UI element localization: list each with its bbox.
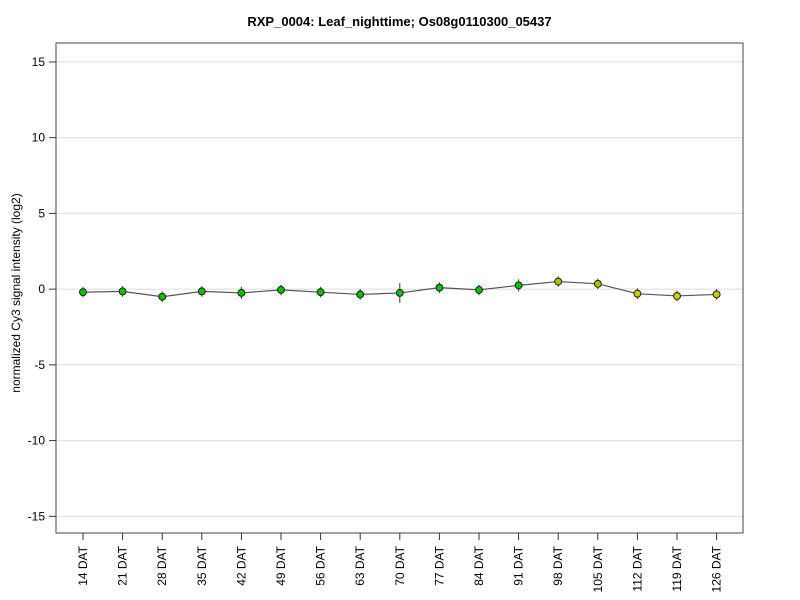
data-point: [712, 290, 721, 299]
data-point: [514, 281, 523, 290]
x-tick-label: 21 DAT: [116, 545, 130, 585]
x-tick-label: 126 DAT: [710, 545, 724, 592]
data-point: [118, 287, 127, 296]
x-tick-label: 14 DAT: [76, 545, 90, 585]
x-tick-label: 63 DAT: [353, 545, 367, 585]
y-tick-label: 10: [32, 131, 46, 145]
y-tick-label: 0: [38, 282, 45, 296]
data-point: [475, 285, 483, 294]
x-tick-label: 91 DAT: [512, 545, 526, 585]
x-tick-label: 119 DAT: [670, 545, 684, 591]
x-tick-label: 56 DAT: [314, 545, 328, 585]
y-tick-label: -10: [28, 434, 46, 448]
x-tick-label: 35 DAT: [195, 545, 209, 585]
x-tick-label: 77 DAT: [432, 545, 446, 585]
data-point: [356, 290, 365, 299]
y-tick-label: 15: [32, 55, 46, 69]
x-tick-label: 49 DAT: [274, 545, 288, 585]
x-tick-label: 98 DAT: [551, 545, 565, 585]
data-point: [673, 291, 681, 300]
x-tick-label: 70 DAT: [393, 545, 407, 585]
x-tick-label: 105 DAT: [591, 545, 605, 592]
x-tick-label: 28 DAT: [155, 545, 169, 585]
data-point: [554, 277, 563, 286]
data-point: [79, 288, 87, 297]
data-point: [395, 288, 404, 297]
data-point: [435, 283, 444, 292]
x-tick-label: 42 DAT: [234, 545, 248, 585]
data-point: [277, 285, 285, 294]
x-tick-label: 112 DAT: [630, 545, 644, 591]
x-tick-label: 84 DAT: [472, 545, 486, 585]
y-tick-label: -15: [28, 509, 46, 523]
data-point: [158, 292, 167, 301]
data-point: [237, 288, 246, 297]
y-tick-label: 5: [38, 206, 45, 220]
data-point: [316, 288, 325, 297]
data-point: [633, 289, 642, 298]
data-point: [197, 287, 206, 296]
chart-title: RXP_0004: Leaf_nighttime; Os08g0110300_0…: [247, 14, 552, 29]
y-tick-label: -5: [34, 358, 45, 372]
data-point: [593, 279, 602, 288]
